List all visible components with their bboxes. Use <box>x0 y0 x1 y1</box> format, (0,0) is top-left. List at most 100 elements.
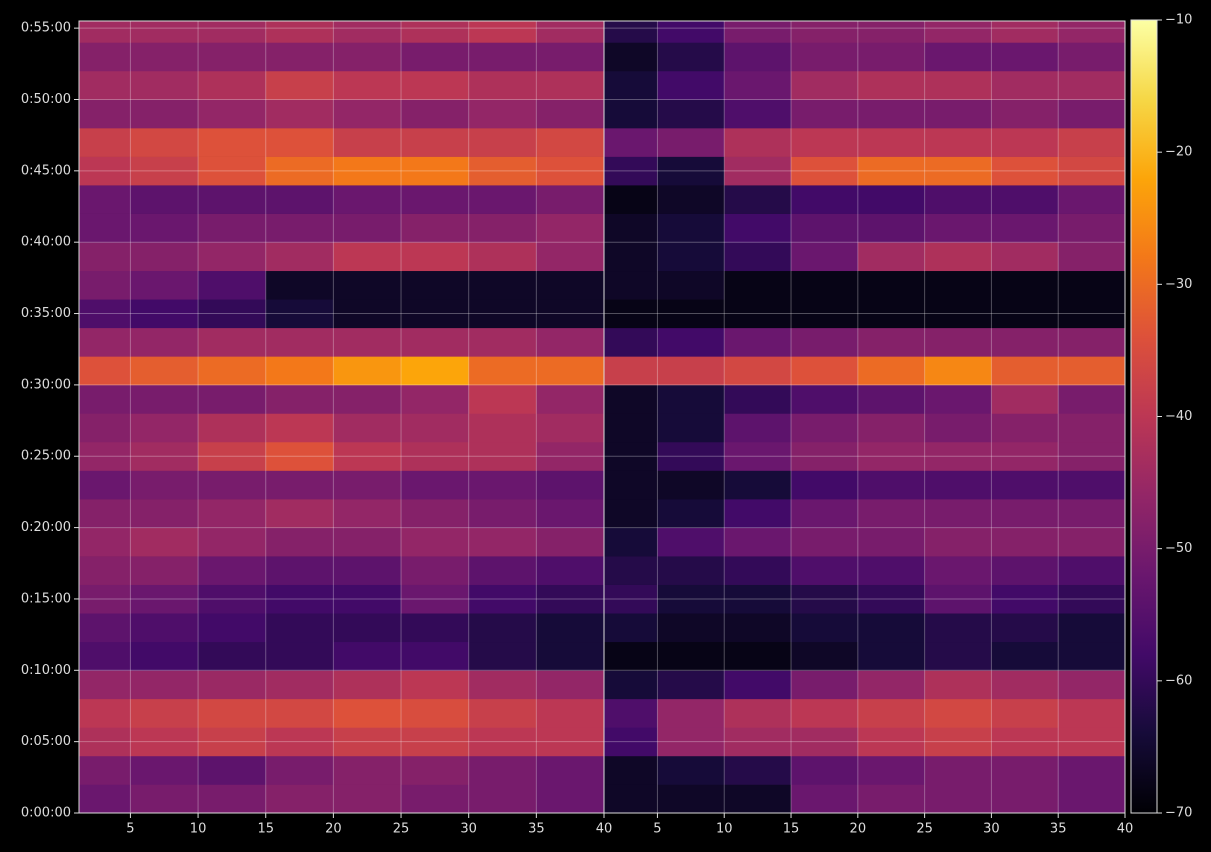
heat-cell <box>1058 641 1126 671</box>
heat-cell <box>991 527 1059 557</box>
heat-cell <box>791 556 859 585</box>
heat-cell <box>333 556 402 585</box>
heat-cell <box>791 213 859 243</box>
heat-cell <box>468 384 537 414</box>
heat-cell <box>265 70 334 100</box>
heat-cell <box>198 384 267 414</box>
heat-cell <box>79 270 131 300</box>
heat-cell <box>791 70 859 100</box>
heat-cell <box>265 356 334 386</box>
heat-cell <box>401 613 469 643</box>
heat-cell <box>130 242 199 272</box>
heat-cell <box>991 70 1059 100</box>
heat-cell <box>1058 99 1126 129</box>
heat-cell <box>991 413 1059 443</box>
heat-cell <box>1058 527 1126 557</box>
heat-cell <box>265 584 334 614</box>
heat-cell <box>724 21 792 43</box>
x-tick-label: 15 <box>783 822 800 837</box>
heat-cell <box>1058 556 1126 585</box>
heat-cell <box>265 213 334 243</box>
y-tick-label: 0:00:00 <box>21 806 71 821</box>
heat-cell <box>604 213 658 243</box>
heat-cell <box>1058 755 1126 785</box>
heat-cell <box>401 242 469 272</box>
heat-cell <box>724 499 792 528</box>
heat-cell <box>604 242 658 272</box>
heat-cell <box>724 727 792 757</box>
heat-cell <box>991 99 1059 129</box>
heat-cell <box>991 156 1059 186</box>
heat-cell <box>791 755 859 785</box>
heat-cell <box>536 156 605 186</box>
heat-cell <box>604 727 658 757</box>
heat-cell <box>536 99 605 129</box>
heat-cell <box>198 527 267 557</box>
colorbar-tick-label: −70 <box>1165 806 1192 821</box>
heat-cell <box>791 441 859 471</box>
heat-cell <box>924 42 992 72</box>
heat-cell <box>265 556 334 585</box>
heat-cell <box>536 413 605 443</box>
heat-cell <box>130 441 199 471</box>
heat-cell <box>991 242 1059 272</box>
heat-cell <box>333 156 402 186</box>
heat-cell <box>924 299 992 329</box>
heat-cell <box>79 527 131 557</box>
heat-cell <box>1058 242 1126 272</box>
heat-cell <box>333 99 402 129</box>
heat-cell <box>604 441 658 471</box>
y-tick-label: 0:15:00 <box>21 591 71 606</box>
heat-cell <box>791 499 859 528</box>
heat-cell <box>333 21 402 43</box>
heat-cell <box>333 527 402 557</box>
heat-cell <box>333 441 402 471</box>
heat-cell <box>991 213 1059 243</box>
heat-cell <box>791 21 859 43</box>
heat-cell <box>468 327 537 357</box>
heat-cell <box>468 470 537 500</box>
heat-cell <box>401 670 469 700</box>
heat-cell <box>79 784 131 814</box>
heat-cell <box>536 584 605 614</box>
heat-cell <box>265 21 334 43</box>
heat-cell <box>333 384 402 414</box>
heat-cell <box>924 698 992 728</box>
heat-cell <box>604 327 658 357</box>
y-tick-label: 0:35:00 <box>21 306 71 321</box>
heat-cell <box>333 698 402 728</box>
x-tick-label: 30 <box>983 822 1000 837</box>
heat-cell <box>991 755 1059 785</box>
heat-cell <box>265 613 334 643</box>
heat-cell <box>724 384 792 414</box>
heat-cell <box>401 413 469 443</box>
heat-cell <box>265 299 334 329</box>
heat-cell <box>536 755 605 785</box>
heat-cell <box>536 42 605 72</box>
heat-cell <box>991 584 1059 614</box>
heat-cell <box>924 641 992 671</box>
heat-cell <box>468 156 537 186</box>
heat-cell <box>130 156 199 186</box>
heat-cell <box>724 70 792 100</box>
heat-cell <box>198 698 267 728</box>
heat-cell <box>401 384 469 414</box>
heat-cell <box>604 270 658 300</box>
heat-cell <box>198 156 267 186</box>
heat-cell <box>265 384 334 414</box>
heat-cell <box>130 527 199 557</box>
heat-cell <box>791 128 859 157</box>
heat-cell <box>333 641 402 671</box>
heat-cell <box>468 99 537 129</box>
heat-cell <box>198 413 267 443</box>
heat-cell <box>657 641 725 671</box>
heat-cell <box>1058 784 1126 814</box>
heat-cell <box>265 441 334 471</box>
heat-cell <box>401 128 469 157</box>
heat-cell <box>724 356 792 386</box>
heat-cell <box>333 356 402 386</box>
heat-cell <box>604 527 658 557</box>
heat-cell <box>924 213 992 243</box>
y-tick-label: 0:25:00 <box>21 449 71 464</box>
